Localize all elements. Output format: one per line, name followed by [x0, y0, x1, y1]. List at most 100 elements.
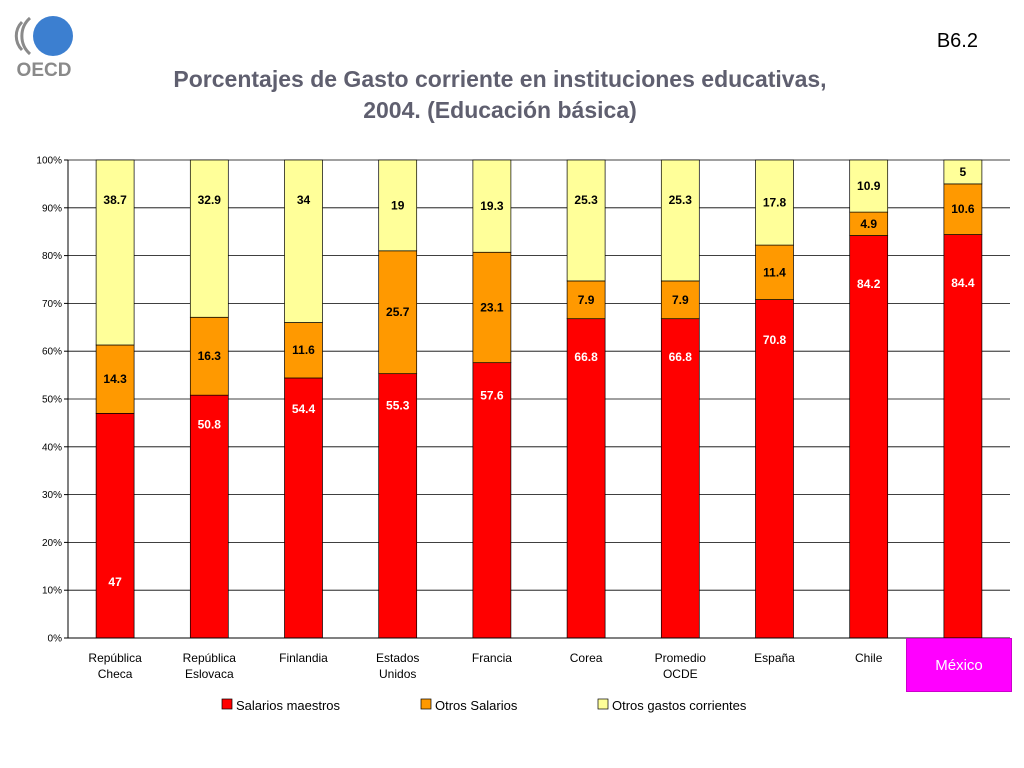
data-label-otros-gastos: 34: [297, 193, 311, 207]
data-label-salarios-maestros: 55.3: [386, 398, 410, 412]
y-tick-label: 70%: [42, 299, 62, 310]
bar-otros-salarios: [660, 280, 700, 320]
data-label-otros-salarios: 4.9: [860, 217, 877, 231]
data-label-otros-gastos: 38.7: [103, 193, 127, 207]
data-label-otros-salarios: 11.6: [292, 343, 315, 357]
bar-salarios-maestros: [755, 299, 794, 639]
bar-salarios-maestros: [95, 412, 135, 639]
bar-otros-gastos: [472, 159, 512, 253]
data-label-otros-gastos: 10.9: [857, 179, 881, 193]
category-label: Eslovaca: [185, 667, 234, 681]
bar-salarios-maestros: [660, 318, 700, 639]
data-label-otros-salarios: 14.3: [103, 372, 127, 386]
data-labels: 47 14.3 38.7 50.8 16.3 32.9 54.4 11.6 34 55.3 25.7…: [103, 165, 974, 589]
category-label: Finlandia: [279, 651, 328, 665]
mexico-highlight-label: México: [906, 638, 1012, 692]
data-label-otros-gastos: 25.3: [574, 193, 598, 207]
category-label: República: [183, 651, 237, 665]
data-label-salarios-maestros: 84.4: [951, 276, 975, 290]
data-label-otros-salarios: 23.1: [480, 300, 504, 314]
chart-title: Porcentajes de Gasto corriente en instit…: [100, 64, 900, 126]
y-tick-label: 60%: [42, 347, 62, 358]
oecd-logo: OECD: [14, 16, 73, 80]
legend-swatch-salarios-maestros: [221, 698, 233, 710]
oecd-logo-text: OECD: [17, 60, 72, 80]
category-label: Checa: [98, 667, 133, 681]
y-tick-label: 50%: [42, 395, 62, 406]
data-label-otros-gastos: 17.8: [763, 196, 787, 210]
category-label: Promedio: [655, 651, 707, 665]
data-label-otros-salarios: 25.7: [386, 305, 410, 319]
bar-otros-gastos: [660, 159, 700, 282]
y-tick-label: 30%: [42, 490, 62, 501]
legend-swatch-otros-salarios: [420, 698, 432, 710]
bar-salarios-maestros: [189, 394, 229, 639]
oecd-logo-arc: [14, 20, 24, 52]
bar-salarios-maestros: [378, 373, 418, 639]
bar-otros-salarios: [95, 344, 135, 414]
data-label-salarios-maestros: 66.8: [669, 350, 693, 364]
data-label-otros-salarios: 11.4: [763, 265, 786, 279]
slide-code: B6.2: [936, 30, 978, 52]
bar-salarios-maestros: [943, 234, 983, 639]
data-label-otros-salarios: 16.3: [198, 349, 222, 363]
bars: [95, 159, 983, 639]
legend-label-salarios-maestros: Salarios maestros: [236, 698, 341, 713]
data-label-salarios-maestros: 47: [108, 575, 122, 589]
bar-otros-gastos: [189, 159, 229, 318]
category-label: Estados: [376, 651, 419, 665]
legend-swatch-otros-gastos: [597, 698, 609, 710]
bar-salarios-maestros: [284, 377, 323, 639]
oecd-logo-circle: [33, 16, 73, 56]
y-tick-label: 20%: [42, 538, 62, 549]
data-label-otros-salarios: 10.6: [951, 202, 975, 216]
category-label: OCDE: [663, 667, 698, 681]
category-label: Unidos: [379, 667, 416, 681]
oecd-logo-arc: [20, 16, 32, 56]
y-tick-label: 40%: [42, 442, 62, 453]
data-label-otros-gastos: 25.3: [669, 193, 693, 207]
data-label-otros-gastos: 32.9: [198, 193, 222, 207]
data-label-salarios-maestros: 54.4: [292, 402, 316, 416]
bar-otros-gastos: [943, 159, 983, 185]
bar-salarios-maestros: [849, 235, 889, 639]
y-tick-label: 100%: [36, 156, 62, 167]
legend: Salarios maestros Otros Salarios Otros gas…: [221, 698, 747, 713]
category-label: República: [88, 651, 142, 665]
bar-otros-gastos: [284, 159, 323, 323]
data-label-salarios-maestros: 57.6: [480, 389, 504, 403]
bar-otros-gastos: [755, 159, 794, 246]
category-label: España: [754, 651, 795, 665]
bar-otros-salarios: [189, 316, 229, 396]
bar-otros-salarios: [566, 280, 606, 320]
data-label-otros-gastos: 19.3: [480, 199, 504, 213]
chart-title-line-1: Porcentajes de Gasto corriente en instit…: [173, 66, 827, 92]
bar-otros-salarios: [284, 322, 323, 379]
category-label: Chile: [855, 651, 883, 665]
bar-otros-gastos: [849, 159, 889, 213]
data-label-salarios-maestros: 66.8: [574, 350, 598, 364]
legend-label-otros-salarios: Otros Salarios: [435, 698, 518, 713]
bar-otros-gastos: [378, 159, 418, 252]
data-label-salarios-maestros: 50.8: [198, 417, 222, 431]
y-tick-label: 80%: [42, 251, 62, 262]
data-label-otros-salarios: 7.9: [578, 293, 595, 307]
chart-title-line-2: 2004. (Educación básica): [363, 97, 637, 123]
data-label-salarios-maestros: 70.8: [763, 333, 787, 347]
data-label-otros-gastos: 19: [391, 198, 405, 212]
bar-otros-salarios: [472, 251, 512, 364]
data-label-salarios-maestros: 84.2: [857, 277, 881, 291]
category-label: Corea: [570, 651, 603, 665]
legend-label-otros-gastos: Otros gastos corrientes: [612, 698, 747, 713]
y-tick-label: 0%: [48, 634, 63, 645]
bar-salarios-maestros: [566, 318, 606, 639]
axes: 0% 10% 20% 30% 40% 50% 60% 70% 80% 90% 100% Repúbli…: [36, 156, 1010, 681]
bar-salarios-maestros: [472, 362, 512, 639]
bar-otros-gastos: [95, 159, 135, 346]
y-tick-label: 10%: [42, 586, 62, 597]
category-label: Francia: [472, 651, 512, 665]
y-tick-label: 90%: [42, 203, 62, 214]
data-label-otros-salarios: 7.9: [672, 293, 689, 307]
data-label-otros-gastos: 5: [960, 165, 967, 179]
